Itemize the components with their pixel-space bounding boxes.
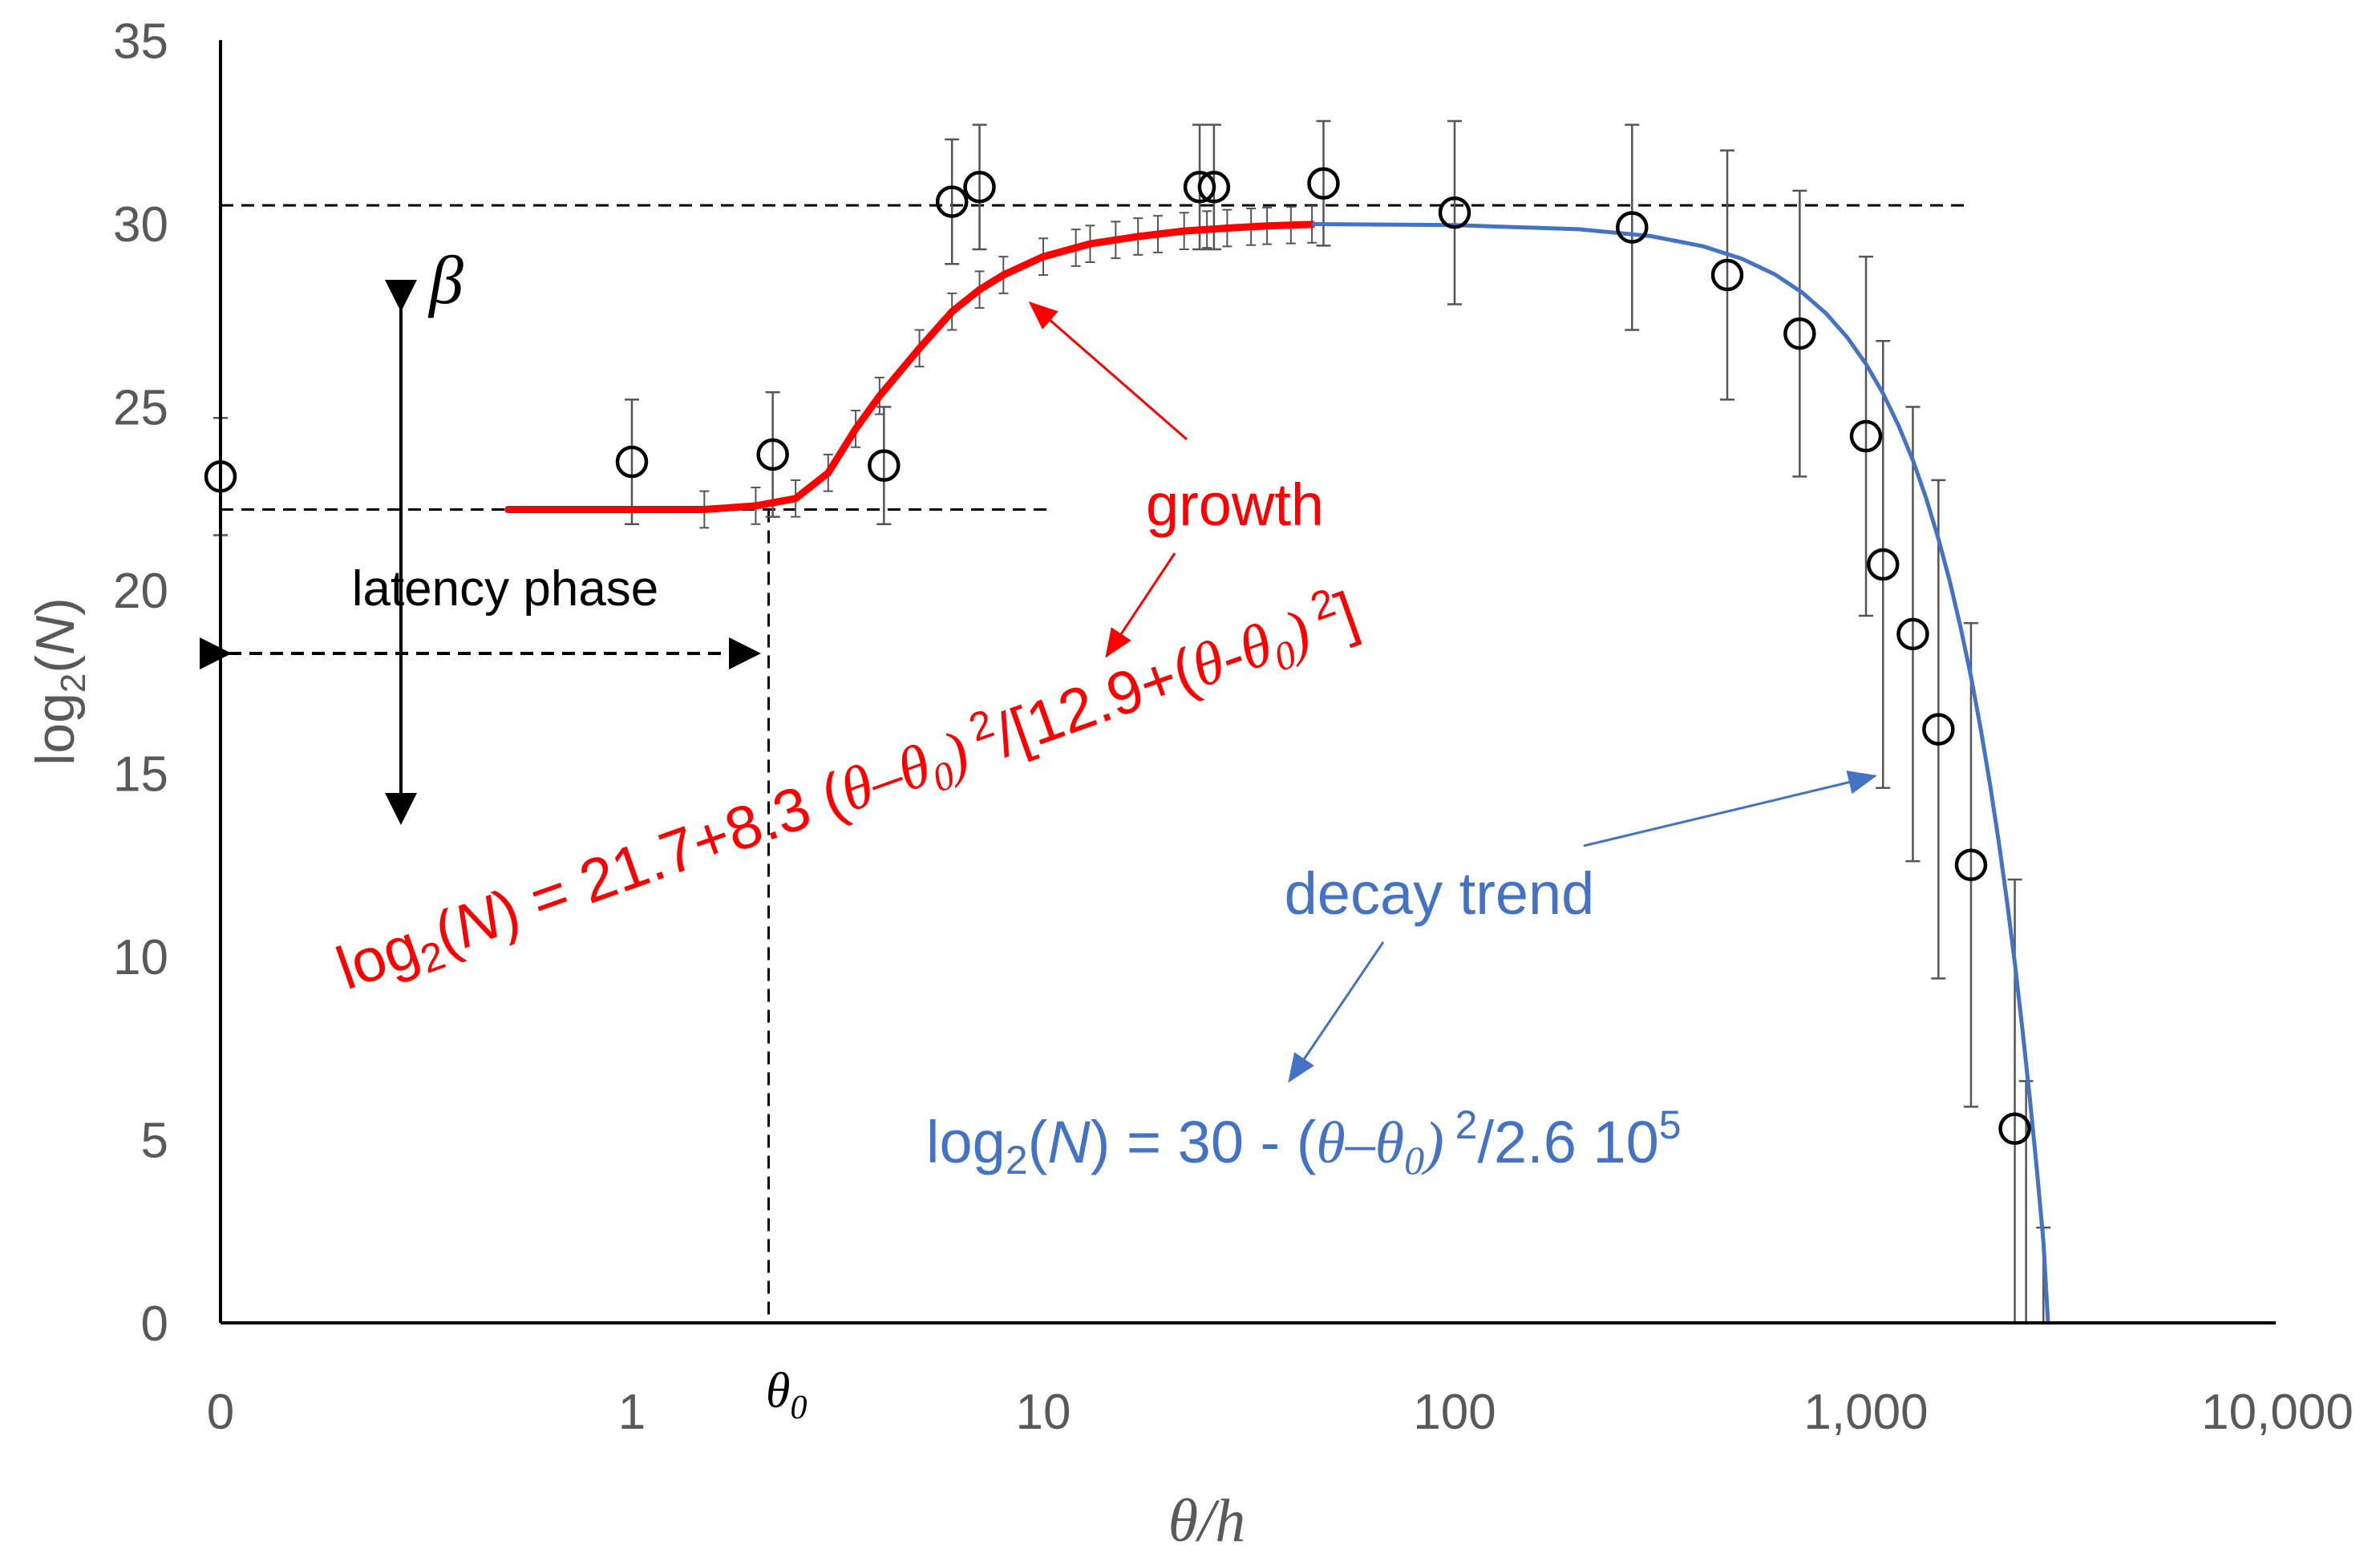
point-error-bar [1316, 119, 1331, 247]
data-point [1783, 317, 1816, 350]
point-error-bar [2007, 878, 2022, 1323]
data-point [868, 449, 901, 482]
y-tick-label: 0 [141, 1296, 168, 1352]
data-point [1710, 258, 1744, 292]
data-point [1616, 211, 1649, 244]
decay-arrow-to-curve [1583, 770, 1877, 847]
y-tick-label: 15 [113, 747, 168, 803]
point-error-bar [1447, 119, 1462, 305]
point-error-bar [1931, 479, 1946, 980]
point-error-bar [1719, 149, 1734, 401]
data-point [615, 445, 649, 479]
theta0-label: θ0 [766, 1364, 807, 1426]
x-tick-label: 1,000 [1803, 1385, 1928, 1440]
x-tick-label: 0 [207, 1385, 234, 1440]
data-point [1307, 167, 1340, 200]
data-point [1866, 548, 1900, 581]
point-error-bar [972, 123, 987, 251]
x-axis-label: θ/h [1168, 1487, 1245, 1555]
data-point [1197, 171, 1231, 204]
x-tick-labels: 0 1 10 100 1,000 10,000 [207, 1385, 2354, 1440]
data-point [1183, 171, 1216, 204]
growth-arrow-to-equation [1105, 552, 1176, 658]
latency-phase-label: latency phase [352, 561, 659, 617]
point-error-bar [765, 390, 780, 518]
point-error-bar [1859, 255, 1873, 617]
y-tick-label: 5 [141, 1114, 168, 1169]
point-error-bar [1963, 621, 1978, 1108]
growth-equation: log2(N) = 21.7+8.3 (θ–θ0) 2/[12.9+(θ-θ0)… [326, 574, 1369, 1009]
point-error-bar [945, 138, 960, 265]
y-axis-label: log2(N) [25, 597, 93, 766]
x-tick-label: 10,000 [2201, 1385, 2354, 1440]
data-point [1438, 196, 1471, 229]
y-tick-labels: 0 5 10 15 20 25 30 35 [113, 14, 168, 1353]
data-point [1998, 1112, 2031, 1146]
x-tick-label: 1 [618, 1385, 646, 1440]
decay-curve [1312, 222, 2050, 1324]
decay-label: decay trend [1285, 860, 1595, 927]
data-point [935, 185, 969, 218]
point-error-bar [1625, 123, 1640, 331]
data-point [1922, 713, 1955, 746]
x-tick-label: 100 [1413, 1385, 1496, 1440]
data-point [756, 438, 789, 471]
point-error-bar [1876, 339, 1891, 790]
x-tick-label: 10 [1016, 1385, 1071, 1440]
point-error-bars [213, 119, 2051, 1323]
y-tick-label: 35 [113, 14, 168, 70]
beta-label: β [427, 241, 463, 318]
y-tick-label: 10 [113, 930, 168, 985]
data-point [1896, 617, 1929, 651]
point-error-bar [1905, 406, 1921, 863]
growth-curve [504, 220, 1316, 513]
point-error-bar [1792, 189, 1807, 478]
y-tick-label: 20 [113, 564, 168, 619]
point-error-bar [625, 398, 639, 525]
decay-equation: log2(N) = 30 - (θ–θ0) 2/2.6 105 [926, 1102, 1682, 1183]
growth-arrow-to-curve [1028, 301, 1188, 441]
data-point [1954, 848, 1988, 881]
point-error-bar [876, 406, 892, 525]
decay-arrow-to-equation [1288, 941, 1385, 1083]
growth-label: growth [1146, 471, 1324, 538]
reference-lines [221, 204, 1966, 1323]
data-point [963, 171, 996, 204]
data-points [204, 167, 2031, 1146]
y-tick-label: 25 [113, 381, 168, 436]
y-tick-label: 30 [113, 197, 168, 253]
data-point [1849, 419, 1883, 453]
